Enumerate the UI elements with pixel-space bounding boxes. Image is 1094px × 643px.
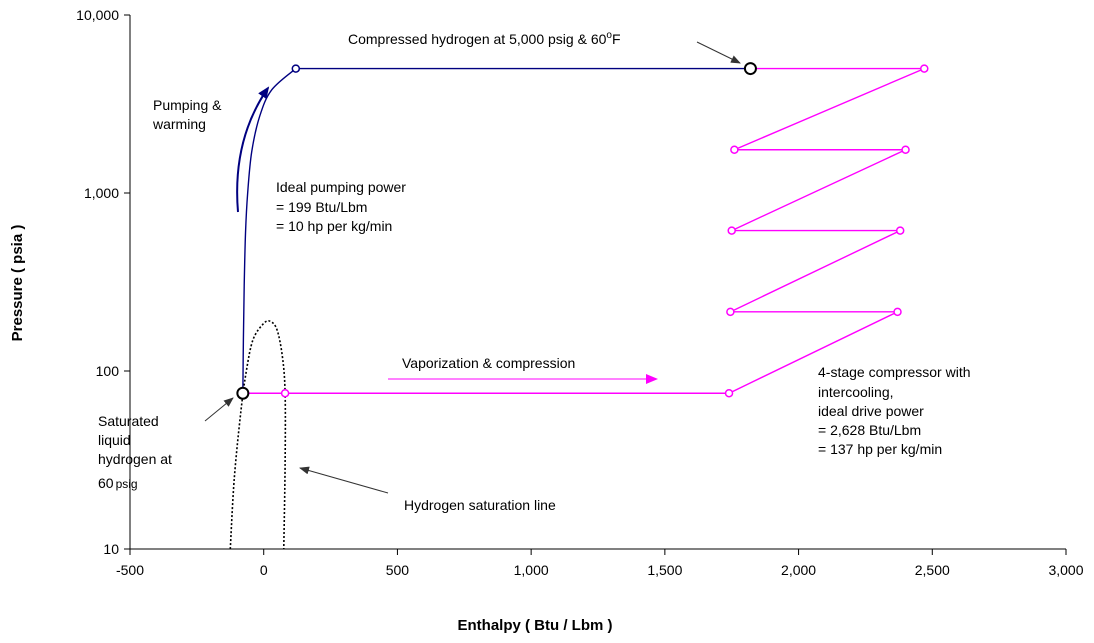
marker-stage1-out	[893, 307, 902, 317]
compressed-hydrogen-arrow	[696, 41, 741, 64]
marker-vapor-point	[280, 388, 290, 398]
saturation-line-arrow	[299, 466, 389, 494]
marker-layer	[236, 62, 929, 400]
saturation-line-label: Hydrogen saturation line	[404, 497, 556, 513]
axes	[129, 15, 1066, 550]
marker-stage4-in	[730, 145, 739, 154]
series-compression-line	[242, 67, 925, 394]
x-tick-label: 2,500	[915, 562, 950, 578]
marker-compressed-h2-point	[743, 62, 757, 76]
x-tick-label: 1,500	[647, 562, 682, 578]
marker-sat-liquid-point	[236, 386, 250, 400]
series-saturation-line	[229, 319, 287, 550]
series-layer	[229, 67, 925, 550]
y-tick-label: 10,000	[76, 7, 119, 23]
marker-stage3-in	[727, 226, 736, 235]
x-tick-label: 2,000	[781, 562, 816, 578]
pumping-arrow	[236, 86, 270, 213]
x-axis-title: Enthalpy ( Btu / Lbm )	[458, 617, 613, 634]
marker-stage2-in	[726, 307, 735, 317]
y-tick-label: 100	[96, 363, 120, 379]
pumping-power-label: Ideal pumping power = 199 Btu/Lbm = 10 h…	[276, 179, 410, 234]
saturated-liquid-label: Saturated liquid hydrogen at 60 psig	[98, 413, 176, 491]
compressed-hydrogen-label: Compressed hydrogen at 5,000 psig & 60oF	[348, 30, 621, 47]
marker-stage2-out	[895, 226, 905, 235]
vaporization-label: Vaporization & compression	[402, 355, 575, 371]
y-axis-ticks: 10 100 1,000 10,000	[76, 7, 130, 557]
x-axis-ticks: -500 0 500 1,000 1,500 2,000 2,500 3,000	[116, 549, 1084, 578]
y-tick-label: 1,000	[84, 185, 119, 201]
x-tick-label: 3,000	[1048, 562, 1083, 578]
marker-stage3-out	[901, 145, 910, 154]
x-tick-label: 500	[386, 562, 410, 578]
y-tick-label: 10	[103, 541, 119, 557]
x-tick-label: 1,000	[514, 562, 549, 578]
y-axis-title: Pressure ( psia )	[9, 225, 26, 342]
x-tick-label: 0	[260, 562, 268, 578]
marker-stage4-out	[920, 64, 929, 73]
x-tick-label: -500	[116, 562, 144, 578]
marker-pump-top-point	[291, 64, 301, 73]
compressor-label: 4-stage compressor with intercooling, id…	[818, 364, 974, 457]
pumping-label: Pumping & warming	[152, 97, 225, 132]
marker-stage1-in	[724, 388, 734, 398]
saturated-liquid-arrow	[204, 397, 234, 422]
